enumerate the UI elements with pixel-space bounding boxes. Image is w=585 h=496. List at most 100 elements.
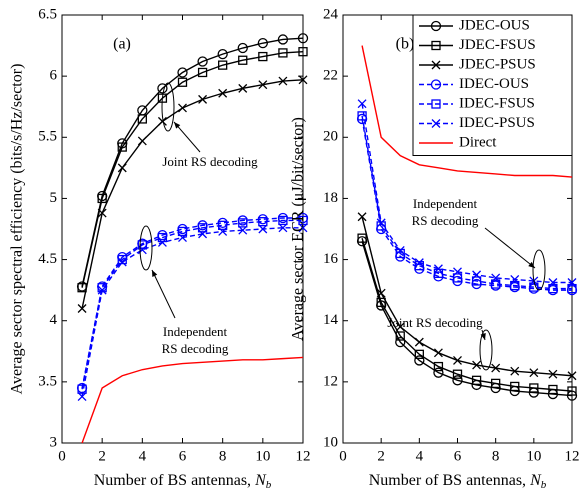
annotation-arrow <box>173 121 201 153</box>
marker <box>298 75 308 85</box>
legend-label: JDEC-OUS <box>459 17 530 33</box>
marker <box>77 304 87 313</box>
marker <box>218 60 228 70</box>
y-tick-label: 5.5 <box>38 129 57 145</box>
marker <box>452 273 463 283</box>
x-tick-label: 10 <box>526 448 541 464</box>
marker <box>529 282 539 292</box>
marker <box>198 94 208 104</box>
marker <box>157 116 167 126</box>
marker <box>238 83 248 93</box>
annotation-ellipse <box>479 329 493 371</box>
marker <box>197 67 208 78</box>
x-tick-label: 6 <box>454 448 462 464</box>
marker <box>238 218 248 228</box>
marker <box>491 363 501 373</box>
x-axis-label: Number of BS antennas, Nb <box>369 472 547 491</box>
x-tick-label: 12 <box>565 448 580 464</box>
annotation: (b) <box>396 36 415 53</box>
marker <box>117 163 127 173</box>
marker <box>117 257 127 267</box>
x-label-sub: b <box>266 479 272 491</box>
x-tick-label: 10 <box>255 448 270 464</box>
marker <box>137 136 147 146</box>
marker <box>395 331 405 341</box>
annotation: Independent <box>413 196 478 211</box>
marker <box>414 349 424 359</box>
marker <box>178 233 187 243</box>
marker <box>433 367 444 378</box>
x-label-text: Number of BS antennas, <box>369 472 526 489</box>
marker <box>278 76 288 86</box>
y-tick-label: 4 <box>50 312 58 328</box>
marker <box>567 386 577 396</box>
marker <box>510 381 520 392</box>
x-tick-label: 0 <box>58 448 66 464</box>
marker <box>472 270 482 280</box>
annotation: Joint RS decoding <box>162 154 258 169</box>
series-line <box>361 241 573 397</box>
series-line <box>81 356 304 444</box>
arrow-head <box>480 333 486 340</box>
marker <box>238 55 248 65</box>
marker <box>137 114 147 124</box>
series-line <box>361 216 573 377</box>
x-tick-label: 4 <box>416 448 424 464</box>
marker <box>218 88 228 98</box>
y-tick-label: 6.5 <box>38 6 57 22</box>
annotation: Independent <box>163 324 228 339</box>
legend-label: IDEC-OUS <box>459 76 529 92</box>
series-line <box>81 50 304 288</box>
marker <box>217 48 228 60</box>
marker <box>297 33 309 44</box>
marker <box>97 208 107 218</box>
marker <box>177 226 188 237</box>
annotation-arrow <box>484 227 536 269</box>
y-axis-label: Average sector spectral efficiency (bits… <box>9 64 26 395</box>
x-tick-label: 2 <box>377 448 385 464</box>
marker <box>117 142 127 152</box>
marker <box>278 48 288 58</box>
annotation-ellipse <box>532 249 546 291</box>
marker <box>277 34 289 45</box>
marker <box>548 283 558 294</box>
y-tick-label: 14 <box>323 312 339 328</box>
x-tick-label: 8 <box>219 448 227 464</box>
legend-marker <box>431 60 441 70</box>
y-tick-label: 3 <box>50 434 58 450</box>
marker <box>452 369 463 379</box>
series-line <box>81 37 304 287</box>
annotation: Joint RS decoding <box>387 315 483 330</box>
y-tick-label: 4.5 <box>38 251 57 267</box>
series-line <box>81 227 303 397</box>
marker <box>258 224 268 234</box>
y-tick-label: 22 <box>323 68 338 84</box>
marker <box>298 215 308 226</box>
marker <box>157 83 168 94</box>
series-line <box>81 219 303 390</box>
marker <box>548 369 558 379</box>
legend-label: Direct <box>459 134 497 150</box>
marker <box>567 371 577 381</box>
marker <box>414 337 424 347</box>
arrow-head <box>528 261 535 268</box>
marker <box>298 47 308 57</box>
marker <box>491 279 501 289</box>
marker <box>433 348 443 358</box>
annotation: (a) <box>113 36 131 53</box>
marker <box>357 111 367 121</box>
marker <box>491 273 501 283</box>
annotation-arrow <box>151 269 176 319</box>
marker <box>298 223 308 233</box>
x-label-text: Number of BS antennas, <box>94 472 251 489</box>
legend-label: JDEC-PSUS <box>459 56 536 72</box>
y-tick-label: 3.5 <box>38 373 57 389</box>
marker <box>567 278 577 287</box>
series-line <box>81 217 303 389</box>
y-tick-label: 16 <box>323 251 339 267</box>
marker <box>97 193 107 204</box>
marker <box>548 384 558 395</box>
marker <box>177 67 188 78</box>
